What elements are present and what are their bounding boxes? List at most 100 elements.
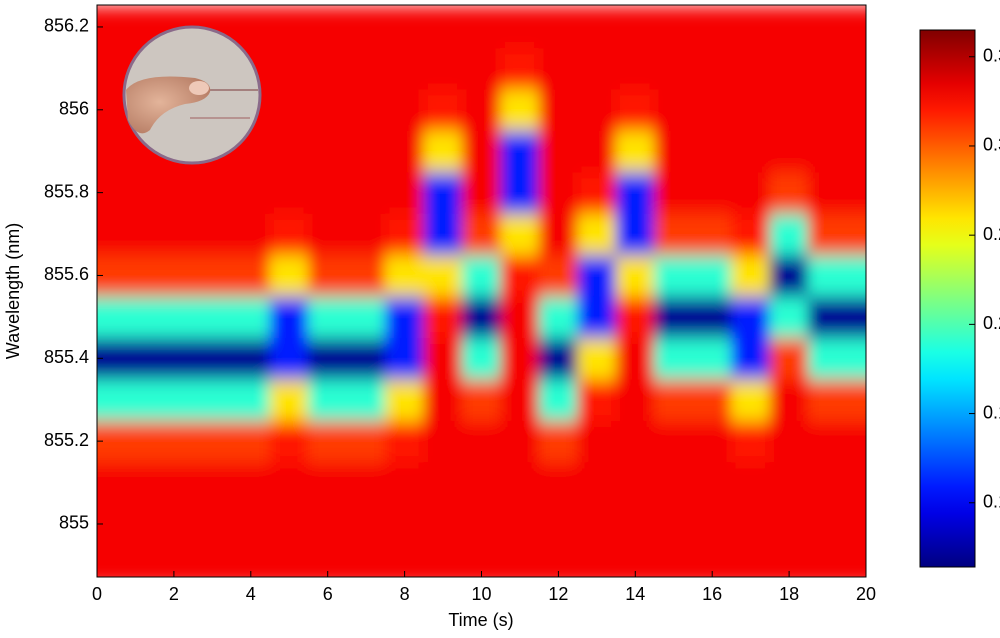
heatmap-cell bbox=[692, 254, 732, 297]
heatmap-cell bbox=[654, 171, 694, 214]
heatmap-cell bbox=[423, 461, 463, 504]
colorbar-tick-label: 0.3 bbox=[983, 135, 1000, 155]
heatmap-cell bbox=[577, 337, 617, 380]
heatmap-cell bbox=[423, 88, 463, 132]
heatmap-cell bbox=[461, 212, 502, 256]
heatmap-cell bbox=[231, 419, 271, 463]
heatmap-cell bbox=[846, 502, 866, 546]
heatmap-cell bbox=[384, 254, 425, 297]
x-tick-label: 12 bbox=[548, 584, 568, 604]
heatmap-cell bbox=[154, 337, 194, 380]
heatmap-cell bbox=[423, 171, 463, 214]
y-tick-label: 855.6 bbox=[44, 264, 89, 284]
heatmap-cell bbox=[769, 419, 809, 463]
heatmap-cell bbox=[192, 461, 233, 504]
colorbar bbox=[919, 29, 976, 568]
heatmap-cell bbox=[346, 5, 386, 49]
heatmap-cell bbox=[384, 295, 425, 339]
heatmap-cell bbox=[500, 254, 540, 297]
heatmap-cell bbox=[577, 5, 617, 49]
y-axis-label: Wavelength (nm) bbox=[3, 223, 23, 359]
heatmap-cell bbox=[423, 419, 463, 463]
heatmap-cell bbox=[154, 254, 194, 297]
heatmap-cell bbox=[807, 461, 848, 504]
heatmap-cell bbox=[307, 130, 348, 173]
heatmap-cell bbox=[346, 171, 386, 214]
heatmap-cell bbox=[346, 47, 386, 90]
heatmap-cell bbox=[269, 5, 309, 49]
heatmap-cell bbox=[461, 461, 502, 504]
heatmap-cell bbox=[807, 378, 848, 421]
heatmap-cell bbox=[461, 378, 502, 421]
heatmap-cell bbox=[231, 337, 271, 380]
heatmap-cell bbox=[615, 212, 656, 256]
heatmap-cell bbox=[346, 461, 386, 504]
heatmap-cell bbox=[769, 254, 809, 297]
x-tick-label: 18 bbox=[779, 584, 799, 604]
heatmap-cell bbox=[384, 544, 425, 577]
heatmap-cell bbox=[538, 47, 579, 90]
heatmap-cell bbox=[654, 254, 694, 297]
heatmap-cell bbox=[346, 502, 386, 546]
heatmap-cell bbox=[846, 130, 866, 173]
x-tick-label: 6 bbox=[323, 584, 333, 604]
heatmap-cell bbox=[577, 130, 617, 173]
heatmap-cell bbox=[307, 254, 348, 297]
heatmap-cell bbox=[97, 5, 117, 49]
heatmap-cell bbox=[97, 502, 117, 546]
heatmap-cell bbox=[97, 337, 117, 380]
heatmap-cell bbox=[615, 88, 656, 132]
x-tick-label: 0 bbox=[92, 584, 102, 604]
heatmap-cell bbox=[538, 171, 579, 214]
heatmap-cell bbox=[500, 544, 540, 577]
heatmap-cell bbox=[807, 171, 848, 214]
heatmap-cell bbox=[384, 461, 425, 504]
heatmap-cell bbox=[615, 544, 656, 577]
heatmap-cell bbox=[115, 171, 156, 214]
heatmap-cell bbox=[384, 378, 425, 421]
heatmap-cell bbox=[423, 212, 463, 256]
heatmap-cell bbox=[423, 254, 463, 297]
heatmap-cell bbox=[577, 88, 617, 132]
heatmap-cell bbox=[846, 337, 866, 380]
heatmap-cell bbox=[577, 295, 617, 339]
heatmap-cell bbox=[692, 171, 732, 214]
heatmap-cell bbox=[807, 47, 848, 90]
heatmap-cell bbox=[307, 502, 348, 546]
heatmap-cell bbox=[615, 47, 656, 90]
heatmap-cell bbox=[654, 88, 694, 132]
heatmap-cell bbox=[538, 502, 579, 546]
heatmap-cell bbox=[307, 295, 348, 339]
heatmap-cell bbox=[423, 337, 463, 380]
heatmap-cell bbox=[500, 419, 540, 463]
heatmap-cell bbox=[846, 47, 866, 90]
heatmap-cell bbox=[730, 88, 771, 132]
heatmap-cell bbox=[461, 502, 502, 546]
heatmap-cell bbox=[154, 502, 194, 546]
heatmap-cell bbox=[654, 212, 694, 256]
heatmap-cell bbox=[807, 337, 848, 380]
heatmap-cell bbox=[538, 378, 579, 421]
x-axis-label: Time (s) bbox=[448, 610, 513, 630]
heatmap-cell bbox=[461, 254, 502, 297]
heatmap-cell bbox=[692, 337, 732, 380]
heatmap-cell bbox=[846, 544, 866, 577]
heatmap-cell bbox=[846, 295, 866, 339]
heatmap-cell bbox=[654, 378, 694, 421]
heatmap-cell bbox=[269, 88, 309, 132]
heatmap-cell bbox=[97, 130, 117, 173]
heatmap-cell bbox=[461, 337, 502, 380]
heatmap-cell bbox=[269, 337, 309, 380]
heatmap-cell bbox=[192, 378, 233, 421]
heatmap-cell bbox=[500, 295, 540, 339]
heatmap-cell bbox=[192, 295, 233, 339]
heatmap-cell bbox=[730, 337, 771, 380]
colorbar-tick-label: 0.35 bbox=[983, 46, 1000, 66]
heatmap-cell bbox=[115, 419, 156, 463]
heatmap-cell bbox=[192, 419, 233, 463]
heatmap-cell bbox=[807, 419, 848, 463]
heatmap-cell bbox=[654, 130, 694, 173]
heatmap-cell bbox=[307, 47, 348, 90]
heatmap-cell bbox=[730, 254, 771, 297]
heatmap-cell bbox=[97, 47, 117, 90]
